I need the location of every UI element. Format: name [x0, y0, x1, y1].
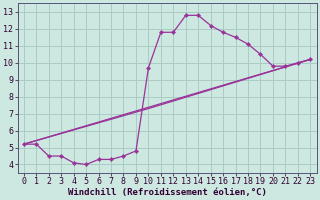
X-axis label: Windchill (Refroidissement éolien,°C): Windchill (Refroidissement éolien,°C): [68, 188, 267, 197]
